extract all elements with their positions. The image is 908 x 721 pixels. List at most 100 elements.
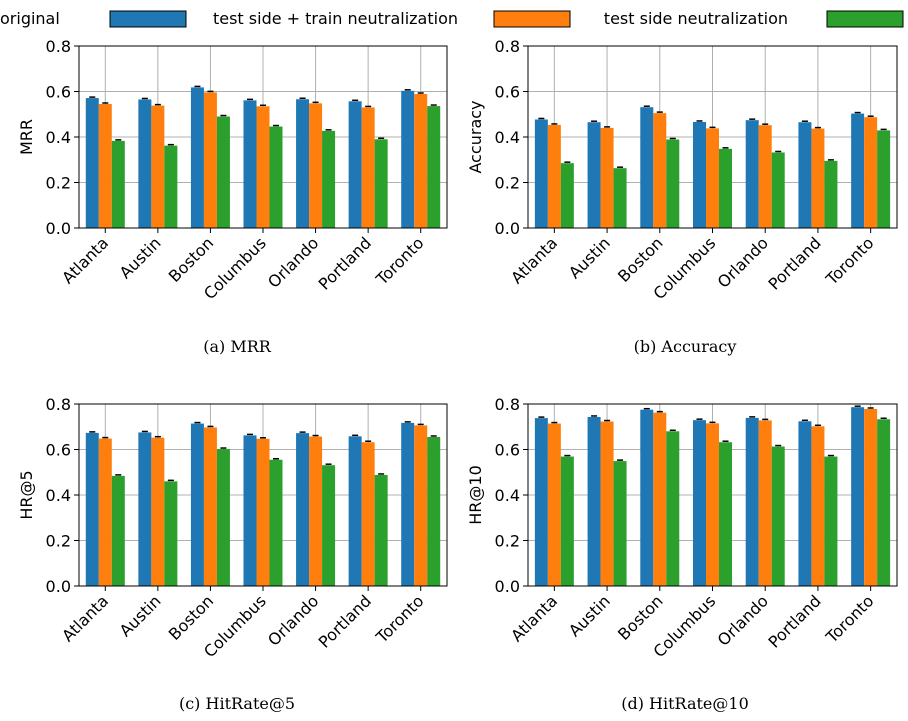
bar bbox=[190, 423, 204, 586]
bar bbox=[798, 421, 812, 586]
x-tick-label: Austin bbox=[116, 233, 165, 282]
legend: original test side + train neutralization… bbox=[0, 9, 904, 28]
bar bbox=[534, 119, 548, 228]
bar bbox=[203, 92, 217, 228]
x-tick-label: Portland bbox=[764, 591, 824, 651]
bar bbox=[401, 422, 415, 586]
bar bbox=[587, 416, 601, 586]
bar bbox=[427, 106, 441, 228]
bar bbox=[111, 475, 125, 586]
x-tick-label: Austin bbox=[116, 591, 165, 640]
bar bbox=[85, 432, 99, 586]
bar bbox=[864, 117, 878, 228]
bar bbox=[745, 417, 759, 586]
bar bbox=[216, 116, 230, 228]
bar bbox=[666, 139, 680, 228]
bar bbox=[309, 103, 323, 228]
bar bbox=[758, 420, 772, 586]
panel-caption: (a) MRR bbox=[203, 337, 272, 356]
x-tick-label: Orlando bbox=[714, 591, 772, 649]
x-tick-label: Atlanta bbox=[58, 591, 112, 645]
x-tick-label: Toronto bbox=[822, 591, 878, 647]
bar bbox=[877, 419, 891, 586]
bar bbox=[427, 436, 441, 586]
bar bbox=[706, 423, 719, 586]
bar bbox=[600, 421, 614, 586]
bar bbox=[758, 125, 772, 228]
panel-caption: (c) HitRate@5 bbox=[179, 694, 295, 713]
bar bbox=[706, 128, 719, 228]
bar bbox=[216, 449, 230, 586]
bar bbox=[771, 446, 785, 586]
panel-caption: (b) Accuracy bbox=[634, 337, 737, 356]
x-tick-label: Toronto bbox=[372, 233, 428, 289]
bar bbox=[164, 481, 178, 586]
y-tick-label: 0.4 bbox=[495, 486, 520, 505]
x-tick-label: Boston bbox=[614, 233, 667, 286]
x-tick-label: Portland bbox=[315, 591, 375, 651]
bar bbox=[534, 418, 548, 586]
bar bbox=[98, 104, 112, 228]
y-axis-label: MRR bbox=[17, 119, 36, 155]
y-tick-label: 0.4 bbox=[495, 128, 520, 147]
x-tick-label: Orlando bbox=[264, 591, 322, 649]
y-tick-label: 0.8 bbox=[46, 37, 71, 56]
y-tick-label: 0.8 bbox=[46, 395, 71, 414]
y-tick-label: 0.8 bbox=[495, 37, 520, 56]
axes-frame bbox=[78, 45, 448, 229]
y-tick-label: 0.0 bbox=[495, 219, 520, 238]
legend-label: original bbox=[0, 9, 60, 28]
y-tick-label: 0.2 bbox=[495, 174, 520, 193]
bar bbox=[151, 105, 165, 228]
bar bbox=[640, 107, 654, 228]
legend-swatch bbox=[493, 10, 571, 28]
y-axis-label: HR@10 bbox=[466, 465, 485, 525]
bar bbox=[243, 435, 257, 586]
axes-frame bbox=[78, 403, 448, 587]
bar bbox=[547, 124, 561, 228]
bar bbox=[243, 100, 257, 228]
bar bbox=[309, 436, 323, 586]
bar bbox=[811, 128, 825, 228]
bar bbox=[798, 122, 812, 228]
bar bbox=[693, 420, 706, 586]
x-tick-label: Toronto bbox=[822, 233, 878, 289]
bar bbox=[653, 412, 667, 586]
bar bbox=[256, 438, 270, 586]
bar bbox=[547, 423, 561, 586]
bar bbox=[864, 409, 878, 586]
bar bbox=[138, 432, 152, 586]
bar bbox=[719, 442, 732, 586]
y-tick-label: 0.4 bbox=[46, 486, 71, 505]
bar bbox=[190, 87, 204, 228]
x-tick-label: Austin bbox=[565, 591, 614, 640]
bar bbox=[719, 148, 732, 228]
bar bbox=[111, 140, 125, 228]
bar bbox=[877, 130, 891, 228]
bar bbox=[138, 99, 152, 229]
y-tick-label: 0.2 bbox=[46, 532, 71, 551]
x-tick-label: Orlando bbox=[264, 233, 322, 291]
x-tick-label: Atlanta bbox=[507, 233, 561, 287]
legend-label: test side + train neutralization bbox=[213, 9, 458, 28]
x-tick-label: Atlanta bbox=[507, 591, 561, 645]
x-tick-label: Portland bbox=[764, 233, 824, 293]
axes-frame bbox=[527, 403, 898, 587]
bar bbox=[269, 459, 283, 586]
x-tick-label: Atlanta bbox=[58, 233, 112, 287]
bar bbox=[374, 474, 388, 586]
bar bbox=[587, 122, 601, 228]
bar bbox=[824, 456, 838, 586]
bar bbox=[600, 127, 614, 228]
y-tick-label: 0.2 bbox=[46, 174, 71, 193]
y-tick-label: 0.0 bbox=[46, 577, 71, 596]
bar bbox=[374, 139, 388, 228]
bar bbox=[771, 152, 785, 228]
bar bbox=[322, 130, 336, 228]
y-tick-label: 0.6 bbox=[46, 83, 71, 102]
bar bbox=[613, 461, 627, 586]
y-tick-label: 0.6 bbox=[495, 441, 520, 460]
